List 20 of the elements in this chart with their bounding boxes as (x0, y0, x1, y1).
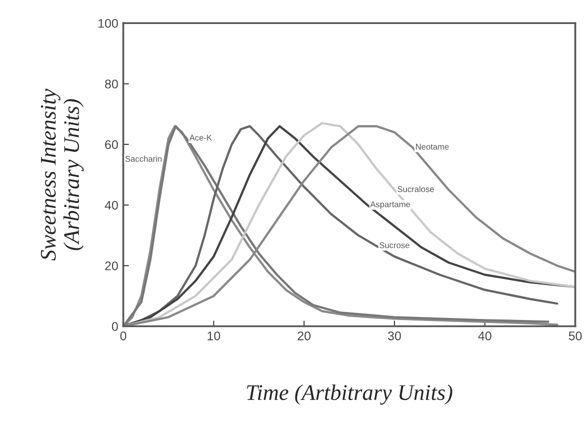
annotation: Sucralose (398, 186, 434, 192)
y-tick-label: 40 (104, 200, 118, 210)
x-tick-label: 10 (208, 331, 220, 340)
y-tick-label: 20 (105, 261, 118, 270)
x-tick-label: 40 (478, 331, 492, 340)
y-tick-label: 0 (112, 322, 118, 331)
x-tick-label: 0 (120, 331, 126, 340)
x-axis-title: Time (Artbitrary Units) (247, 384, 452, 405)
annotation: Saccharin (125, 156, 162, 162)
annotation: Ace-K (189, 134, 212, 141)
y-axis-title: Sweetness Intensity (Arbitrary Units) (40, 88, 84, 261)
annotation: Neotame (416, 144, 449, 150)
annotation: Aspartame (370, 201, 410, 209)
x-tick-label: 50 (568, 331, 582, 340)
annotation: Sucrose (380, 242, 410, 248)
y-tick-label: 80 (105, 80, 118, 88)
x-tick-label: 20 (298, 331, 311, 340)
x-tick-label: 30 (388, 331, 401, 340)
y-tick-label: 100 (98, 18, 118, 28)
y-tick-label: 60 (105, 140, 118, 150)
